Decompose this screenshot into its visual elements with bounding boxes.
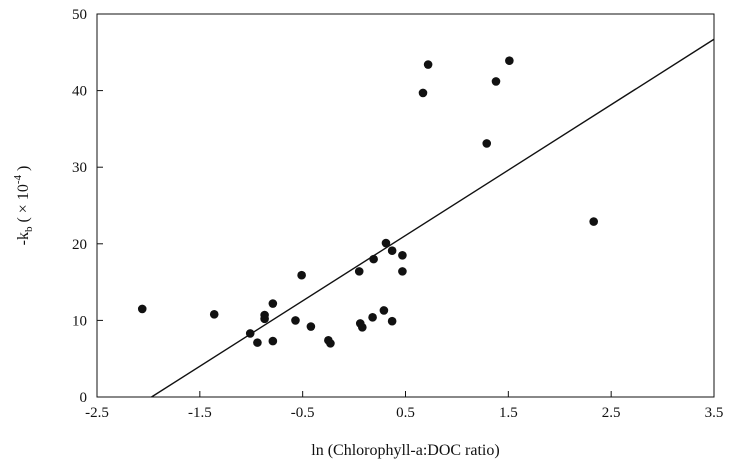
plot-area xyxy=(96,13,715,398)
x-tick-label: -1.5 xyxy=(188,405,212,421)
y-axis-title: -kb ( × 10-4 ) xyxy=(12,166,35,246)
y-axis-title-prefix: ( × 10 xyxy=(15,184,32,226)
y-tick-label: 0 xyxy=(80,390,88,406)
data-point xyxy=(291,316,300,325)
data-point xyxy=(398,250,407,260)
data-point xyxy=(482,139,492,148)
data-point xyxy=(268,299,278,308)
x-tick-label: 3.5 xyxy=(705,405,724,421)
data-point xyxy=(505,56,514,66)
x-tick-label: -2.5 xyxy=(85,405,109,421)
data-point xyxy=(260,314,269,324)
y-axis-title-main: -k xyxy=(15,232,32,245)
y-axis-title-suffix: ) xyxy=(15,166,32,175)
data-point xyxy=(418,88,428,98)
data-point xyxy=(398,267,407,276)
y-axis-ticks: 0 10 20 30 40 50 xyxy=(72,7,103,406)
data-points xyxy=(137,56,598,348)
data-point xyxy=(423,60,433,69)
data-point xyxy=(306,322,316,331)
data-point xyxy=(589,217,598,226)
data-point xyxy=(379,306,389,315)
data-point xyxy=(358,322,367,332)
x-tick-label: 1.5 xyxy=(499,405,518,421)
y-tick-label: 30 xyxy=(72,160,87,176)
y-tick-label: 40 xyxy=(72,84,87,100)
data-point xyxy=(387,316,397,326)
data-point xyxy=(381,238,391,248)
regression-line-group xyxy=(151,38,715,398)
data-point xyxy=(245,329,255,338)
data-point xyxy=(137,304,147,314)
x-axis-ticks: -2.5 -1.5 -0.5 0.5 1.5 2.5 3.5 xyxy=(85,391,723,421)
y-axis-title-superscript: -4 xyxy=(12,174,24,184)
data-point xyxy=(369,254,378,264)
y-axis-title-subscript: b xyxy=(23,226,35,232)
plot-frame xyxy=(96,13,715,398)
data-point xyxy=(491,77,501,86)
x-axis-title: ln (Chlorophyll-a:DOC ratio) xyxy=(311,442,499,459)
y-tick-label: 50 xyxy=(72,7,87,23)
data-point xyxy=(253,338,262,347)
data-point xyxy=(387,246,397,255)
x-tick-label: -0.5 xyxy=(291,405,315,421)
data-point xyxy=(268,336,278,346)
data-point xyxy=(354,267,364,276)
data-point xyxy=(368,313,377,322)
regression-line xyxy=(151,38,715,398)
y-tick-label: 10 xyxy=(72,313,87,329)
y-tick-label: 20 xyxy=(72,237,87,253)
data-point xyxy=(326,339,335,348)
data-point xyxy=(209,309,219,319)
data-point xyxy=(297,270,306,280)
x-tick-label: 2.5 xyxy=(602,405,621,421)
x-tick-label: 0.5 xyxy=(396,405,415,421)
